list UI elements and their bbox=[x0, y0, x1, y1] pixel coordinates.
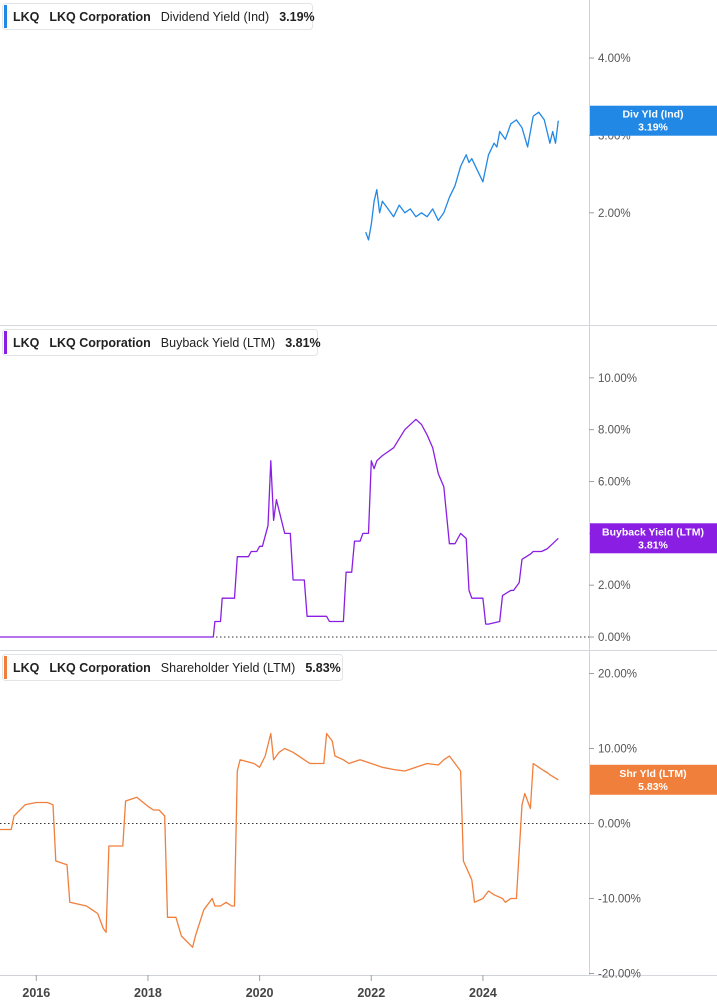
panel-shr: -20.00% -10.00% 0.00% 10.00% 20.00% Shr Yld (… bbox=[0, 654, 717, 981]
legend-buy: LKQ LKQ Corporation Buyback Yield (LTM) 3.8… bbox=[2, 329, 321, 356]
legend-box bbox=[2, 3, 313, 30]
legend-metric: Dividend Yield (Ind) bbox=[161, 10, 269, 24]
x-tick-label: 2016 bbox=[22, 986, 50, 1000]
legend-ticker: LKQ bbox=[13, 10, 40, 24]
series-line-div bbox=[365, 111, 559, 241]
value-badge-value: 5.83% bbox=[638, 781, 668, 793]
legend-text: LKQ LKQ Corporation Dividend Yield (Ind) 3.… bbox=[13, 10, 315, 24]
legend-shr: LKQ LKQ Corporation Shareholder Yield (LTM… bbox=[2, 654, 343, 681]
y-tick-label: 2.00% bbox=[598, 208, 631, 220]
legend-last-value: 5.83% bbox=[305, 661, 340, 675]
legend-div: LKQ LKQ Corporation Dividend Yield (Ind) 3.… bbox=[2, 3, 315, 30]
legend-swatch bbox=[4, 331, 7, 354]
y-tick-label: -10.00% bbox=[598, 894, 641, 906]
y-tick-label: 2.00% bbox=[598, 580, 631, 592]
legend-metric: Buyback Yield (LTM) bbox=[161, 336, 275, 350]
legend-last-value: 3.19% bbox=[279, 10, 314, 24]
y-tick-label: 20.00% bbox=[598, 669, 637, 681]
y-tick-label: 0.00% bbox=[598, 819, 631, 831]
value-badge bbox=[590, 105, 717, 136]
y-tick-label: -20.00% bbox=[598, 969, 641, 981]
panel-div: 2.00%3.00%4.00%Div Yld (Ind)3.19%LKQ LKQ … bbox=[0, 3, 717, 326]
legend-text: LKQ LKQ Corporation Buyback Yield (LTM) 3.8… bbox=[13, 336, 321, 350]
x-tick-label: 2022 bbox=[357, 986, 385, 1000]
legend-ticker: LKQ bbox=[13, 661, 40, 675]
value-badge-label: Buyback Yield (LTM) bbox=[602, 526, 704, 538]
value-badge bbox=[590, 764, 717, 795]
legend-box bbox=[2, 654, 343, 681]
x-tick-label: 2018 bbox=[134, 986, 162, 1000]
value-badge-value: 3.81% bbox=[638, 539, 668, 551]
y-tick-label: 4.00% bbox=[598, 53, 631, 65]
legend-company: LKQ Corporation bbox=[49, 661, 150, 675]
legend-box bbox=[2, 329, 318, 356]
legend-company: LKQ Corporation bbox=[49, 336, 150, 350]
legend-ticker: LKQ bbox=[13, 336, 40, 350]
x-tick-label: 2020 bbox=[246, 986, 274, 1000]
legend-metric: Shareholder Yield (LTM) bbox=[161, 661, 296, 675]
legend-company: LKQ Corporation bbox=[49, 10, 150, 24]
y-tick-label: 0.00% bbox=[598, 632, 631, 644]
value-badge bbox=[590, 523, 717, 554]
panel-buy: 0.00%2.00%4.00%6.00%8.00%10.00%Buyback Y… bbox=[0, 329, 717, 651]
value-badge-label: Div Yld (Ind) bbox=[622, 109, 683, 121]
series-line-shr bbox=[0, 732, 559, 948]
legend-last-value: 3.81% bbox=[285, 336, 320, 350]
series-line-buy bbox=[0, 418, 559, 638]
y-tick-label: 6.00% bbox=[598, 477, 631, 489]
y-tick-label: 8.00% bbox=[598, 425, 631, 437]
x-tick-label: 2024 bbox=[469, 986, 497, 1000]
legend-text: LKQ LKQ Corporation Shareholder Yield (LTM… bbox=[13, 661, 341, 675]
x-axis: 2016 2018 2020 2022 2024 bbox=[0, 975, 589, 1000]
y-tick-label: 10.00% bbox=[598, 373, 637, 385]
legend-swatch bbox=[4, 656, 7, 679]
value-badge-label: Shr Yld (LTM) bbox=[619, 768, 686, 780]
value-badge-value: 3.19% bbox=[638, 122, 668, 134]
y-tick-label: 10.00% bbox=[598, 744, 637, 756]
legend-swatch bbox=[4, 5, 7, 28]
